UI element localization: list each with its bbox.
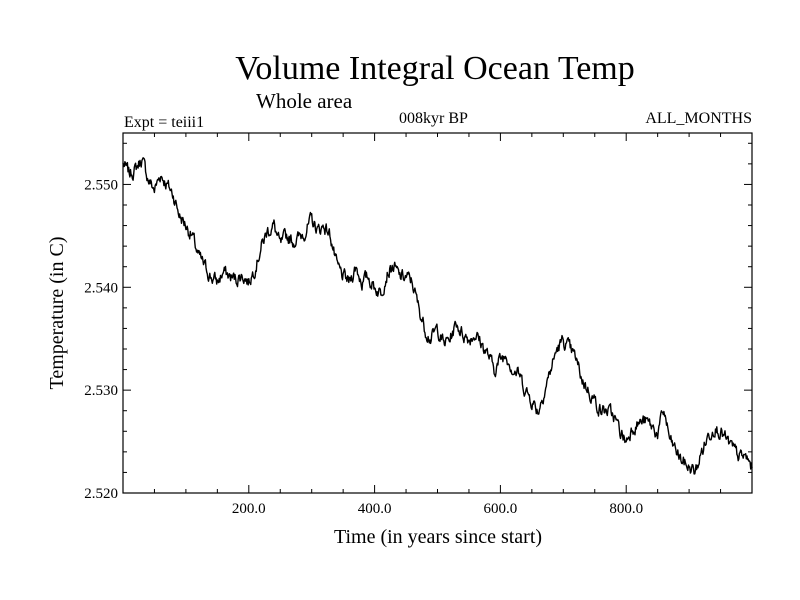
y-tick-label: 2.540 [84, 280, 118, 296]
period-label: 008kyr BP [399, 110, 468, 127]
temperature-series-line [122, 157, 753, 475]
experiment-label: Expt = teiii1 [124, 114, 205, 131]
chart-subtitle: Whole area [256, 89, 353, 113]
y-tick-label: 2.550 [84, 177, 118, 193]
tick-labels: 200.0 400.0 600.0 800.0 2.520 2.530 2.540 2.550 [84, 177, 643, 517]
chart-title: Volume Integral Ocean Temp [235, 50, 635, 87]
x-tick-label: 400.0 [358, 501, 392, 517]
x-tick-label: 800.0 [609, 501, 643, 517]
x-tick-label: 600.0 [484, 501, 518, 517]
y-tick-label: 2.520 [84, 486, 118, 502]
y-axis-label: Temperature (in C) [46, 237, 68, 390]
months-label: ALL_MONTHS [645, 110, 752, 127]
axis-ticks [123, 133, 752, 494]
y-tick-label: 2.530 [84, 383, 118, 399]
x-tick-label: 200.0 [232, 501, 266, 517]
x-axis-label: Time (in years since start) [334, 526, 542, 548]
